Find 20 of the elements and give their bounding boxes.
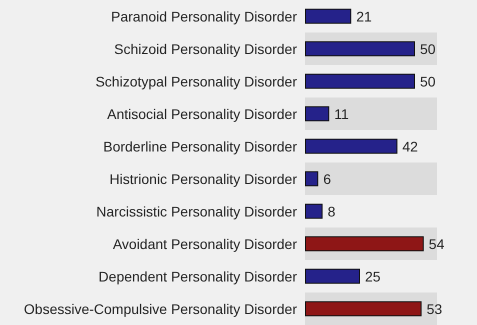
data-label: 25 — [365, 268, 381, 284]
y-tick-label: Borderline Personality Disorder — [103, 138, 298, 154]
y-tick-label: Obsessive-Compulsive Personality Disorder — [24, 300, 298, 317]
data-label: 21 — [356, 8, 372, 24]
y-tick-label: Schizoid Personality Disorder — [114, 40, 298, 57]
y-tick-label: Antisocial Personality Disorder — [107, 106, 298, 122]
y-tick-label: Dependent Personality Disorder — [98, 268, 298, 284]
data-label: 6 — [323, 170, 332, 187]
y-tick-label: Avoidant Personality Disorder — [112, 236, 298, 252]
data-label: 11 — [334, 106, 349, 122]
data-label: 8 — [328, 203, 336, 220]
y-tick-label: Paranoid Personality Disorder — [111, 8, 298, 24]
data-label: 53 — [426, 300, 442, 317]
y-tick-label: Histrionic Personality Disorder — [109, 170, 298, 187]
data-label: 50 — [420, 40, 436, 57]
data-label: 50 — [420, 73, 436, 90]
y-tick-label: Narcissistic Personality Disorder — [96, 203, 298, 220]
data-label: 54 — [428, 236, 445, 252]
data-label: 42 — [402, 138, 418, 154]
y-tick-label: Schizotypal Personality Disorder — [95, 73, 298, 90]
